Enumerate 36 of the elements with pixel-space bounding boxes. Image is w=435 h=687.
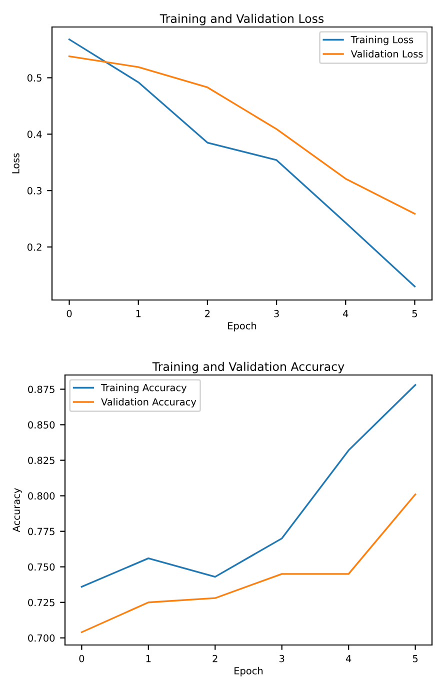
- y-tick-label: 0.4: [27, 130, 42, 138]
- x-tick-label: 1: [146, 655, 151, 662]
- chart-title: Training and Validation Loss: [160, 14, 324, 26]
- line-series: [80, 384, 416, 588]
- legend-label: Validation Loss: [350, 50, 423, 58]
- y-tick-label: 0.750: [28, 563, 55, 571]
- y-tick-label: 0.800: [28, 492, 55, 500]
- y-tick-label: 0.3: [27, 187, 42, 194]
- y-axis-title: Accuracy: [12, 488, 22, 532]
- y-tick-label: 0.5: [27, 74, 42, 82]
- legend-label: Training Accuracy: [100, 384, 187, 394]
- y-tick-label: 0.700: [28, 634, 55, 642]
- y-tick-label: 0.775: [28, 528, 54, 536]
- x-tick-label: 4: [343, 310, 348, 318]
- x-tick-label: 4: [346, 655, 352, 662]
- y-tick-label: 0.875: [28, 386, 54, 394]
- x-tick-label: 5: [412, 310, 417, 318]
- x-tick-label: 0: [66, 310, 72, 318]
- x-tick-label: 5: [412, 655, 418, 662]
- chart-title: Training and Validation Accuracy: [152, 362, 344, 374]
- x-axis-title: Epoch: [228, 322, 256, 332]
- y-tick-label: 0.825: [28, 456, 54, 464]
- line-series: [80, 494, 416, 634]
- y-tick-label: 0.725: [28, 598, 54, 606]
- y-tick-label: 0.850: [28, 421, 55, 429]
- x-tick-label: 1: [136, 310, 141, 318]
- x-tick-label: 3: [280, 654, 284, 662]
- x-tick-label: 2: [205, 310, 210, 318]
- legend-label: Training Loss: [350, 36, 414, 46]
- y-tick-label: 0.2: [27, 243, 42, 251]
- x-tick-label: 0: [79, 654, 84, 662]
- x-tick-label: 2: [212, 654, 218, 662]
- legend-label: Validation Accuracy: [101, 398, 196, 408]
- y-axis-title: Loss: [12, 153, 20, 174]
- x-tick-label: 3: [274, 310, 279, 318]
- x-axis-title: Epoch: [234, 666, 263, 676]
